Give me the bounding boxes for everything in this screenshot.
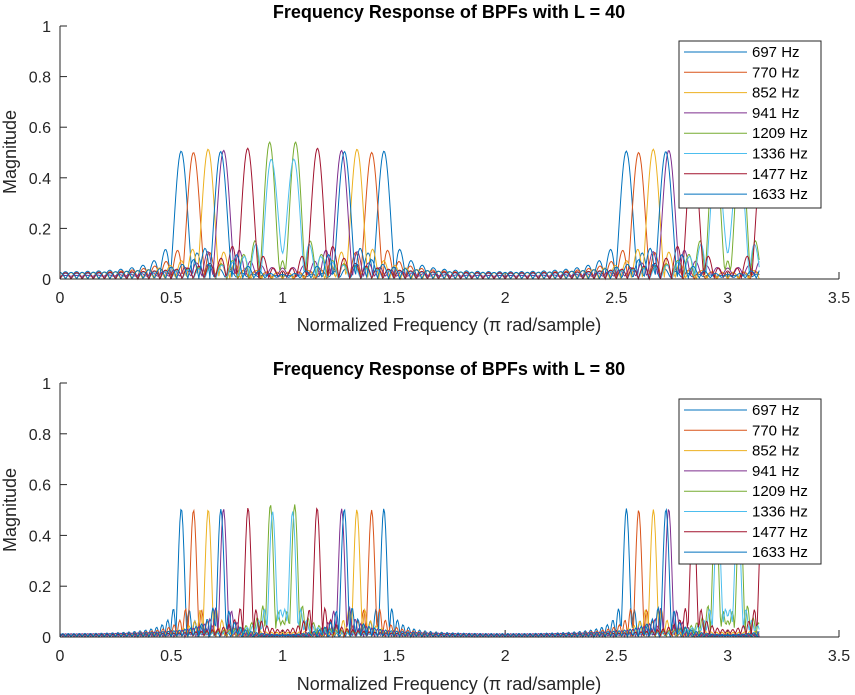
legend-entry: 852 Hz [752, 85, 800, 102]
x-tick-label: 1.5 [383, 290, 405, 307]
series-line-941-hz [59, 508, 760, 639]
x-tick-label: 0.5 [160, 648, 182, 665]
x-tick-label: 0 [56, 648, 65, 665]
x-tick-label: 2 [501, 648, 510, 665]
chart-title: Frequency Response of BPFs with L = 80 [273, 359, 625, 379]
series-line-1477-hz [59, 147, 760, 281]
series-line-852-hz [59, 509, 760, 638]
series-line-697-hz [59, 508, 760, 639]
legend-entry: 941 Hz [752, 463, 800, 480]
series-line-941-hz [59, 149, 760, 278]
y-tick-label: 0.4 [29, 528, 51, 545]
legend-entry: 941 Hz [752, 105, 800, 122]
y-tick-label: 0.6 [29, 478, 51, 495]
series-line-1336-hz [59, 158, 760, 279]
y-tick-label: 0 [42, 272, 51, 289]
legend-entry: 770 Hz [752, 64, 800, 81]
legend-entry: 1209 Hz [752, 483, 808, 500]
y-axis-label: Magnitude [0, 110, 20, 194]
legend-entry: 1477 Hz [752, 166, 808, 183]
y-tick-label: 0.4 [29, 171, 51, 188]
x-tick-label: 0 [56, 290, 65, 307]
series-line-1209-hz [59, 140, 760, 281]
y-tick-label: 0.2 [29, 221, 51, 238]
y-tick-label: 0.8 [29, 427, 51, 444]
x-tick-label: 3 [723, 648, 732, 665]
x-tick-label: 2.5 [605, 648, 627, 665]
series-line-1477-hz [59, 507, 760, 637]
series-line-852-hz [59, 148, 760, 281]
plot-area [59, 504, 760, 639]
legend-entry: 1336 Hz [752, 146, 808, 163]
legend-entry: 770 Hz [752, 422, 800, 439]
series-line-770-hz [59, 508, 760, 639]
legend: 697 Hz 770 Hz 852 Hz 941 Hz 1209 Hz 1336 Hz 14… [678, 398, 822, 565]
legend: 697 Hz 770 Hz 852 Hz 941 Hz 1209 Hz 1336 Hz 14… [678, 40, 822, 209]
legend-box [678, 40, 822, 209]
y-tick-labels: 0 0.2 0.4 0.6 0.8 1 [29, 19, 67, 289]
y-tick-label: 0 [42, 630, 51, 647]
legend-entry: 697 Hz [752, 44, 800, 61]
x-tick-label: 1 [278, 290, 287, 307]
series-line-770-hz [59, 151, 760, 281]
x-tick-label: 1.5 [383, 648, 405, 665]
legend-entry: 697 Hz [752, 402, 800, 419]
x-tick-label: 0.5 [160, 290, 182, 307]
legend-box [678, 398, 822, 565]
legend-entry: 1633 Hz [752, 186, 808, 203]
legend-entry: 1336 Hz [752, 504, 808, 521]
legend-entry: 1477 Hz [752, 524, 808, 541]
y-tick-label: 0.8 [29, 70, 51, 87]
x-tick-label: 3.5 [828, 648, 850, 665]
x-axis-label: Normalized Frequency (π rad/sample) [297, 315, 602, 335]
x-tick-label: 1 [278, 648, 287, 665]
y-axis-label: Magnitude [0, 468, 20, 552]
chart-title: Frequency Response of BPFs with L = 40 [273, 2, 625, 22]
x-tick-label: 2.5 [605, 290, 627, 307]
x-axis-label: Normalized Frequency (π rad/sample) [297, 674, 602, 694]
x-tick-label: 3.5 [828, 290, 850, 307]
x-tick-label: 2 [501, 290, 510, 307]
legend-entry: 852 Hz [752, 443, 800, 460]
plot-area [59, 140, 760, 281]
legend-entry: 1633 Hz [752, 544, 808, 561]
series-line-1633-hz [59, 507, 760, 639]
series-line-697-hz [59, 150, 760, 280]
chart-panel-l80: Frequency Response of BPFs with L = 80 M… [0, 359, 850, 694]
y-tick-label: 0.6 [29, 120, 51, 137]
legend-entry: 1209 Hz [752, 125, 808, 142]
y-tick-label: 1 [42, 376, 51, 393]
x-tick-label: 3 [723, 290, 732, 307]
y-tick-label: 0.2 [29, 579, 51, 596]
series-line-1633-hz [59, 150, 760, 281]
chart-panel-l40: Frequency Response of BPFs with L = 40 M… [0, 2, 850, 335]
series-line-1336-hz [59, 511, 760, 637]
x-tick-labels: 0 0.5 1 1.5 2 2.5 3 3.5 [56, 272, 850, 307]
y-tick-label: 1 [42, 19, 51, 36]
y-tick-labels: 0 0.2 0.4 0.6 0.8 1 [29, 376, 67, 647]
